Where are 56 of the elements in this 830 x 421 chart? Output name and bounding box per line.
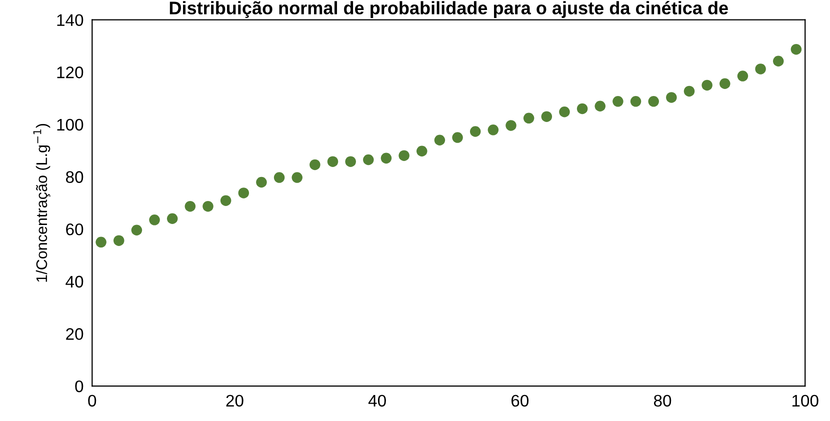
point — [398, 150, 410, 161]
point — [541, 111, 552, 122]
point — [772, 56, 784, 66]
x-tick-label: 80 — [654, 394, 672, 407]
point — [702, 80, 712, 91]
point — [488, 124, 499, 136]
point — [720, 78, 730, 89]
point — [470, 126, 481, 137]
y-tick-label: 0 — [75, 380, 84, 392]
point — [113, 235, 124, 246]
y-tick-label: 60 — [66, 223, 84, 236]
point — [630, 96, 642, 107]
point — [327, 156, 338, 167]
point — [292, 172, 302, 183]
point — [755, 64, 766, 74]
y-tick-label: 140 — [57, 14, 84, 26]
y-tick-label: 20 — [66, 328, 84, 340]
point — [594, 100, 606, 112]
y-axis-title: 1/Concentração (L.g$^{−1}$) — [33, 124, 50, 282]
point — [684, 86, 695, 97]
point — [416, 146, 428, 156]
point — [380, 152, 392, 164]
point — [363, 154, 374, 166]
x-tick-label: 100 — [792, 394, 818, 407]
point — [612, 96, 624, 107]
y-tick-label: 80 — [66, 171, 84, 183]
point — [274, 172, 285, 183]
point — [202, 200, 214, 212]
point — [131, 224, 142, 236]
point — [452, 132, 463, 143]
point — [149, 214, 160, 226]
point — [666, 92, 677, 103]
point — [523, 112, 534, 124]
point — [434, 134, 446, 146]
y-tick-label: 120 — [57, 66, 84, 78]
y-tick-label: 40 — [66, 276, 84, 288]
x-tick-label: 60 — [511, 394, 529, 407]
y-tick-label: 100 — [57, 118, 84, 131]
point — [310, 159, 320, 170]
point — [166, 213, 178, 224]
point — [737, 70, 748, 82]
point — [96, 236, 106, 248]
point — [506, 120, 516, 131]
point — [648, 96, 659, 107]
x-tick-label: 0 — [88, 394, 96, 407]
point — [184, 200, 196, 212]
point — [345, 156, 356, 167]
x-tick-label: 20 — [226, 394, 244, 407]
chart-title: Distribuição normal de probabilidade para o ajuste da cinética de — [170, 0, 728, 18]
x-tick-label: 40 — [368, 394, 386, 407]
point — [790, 44, 802, 55]
point — [220, 195, 232, 206]
point — [576, 103, 588, 114]
point — [256, 176, 267, 188]
point — [238, 188, 250, 198]
point — [559, 106, 570, 118]
